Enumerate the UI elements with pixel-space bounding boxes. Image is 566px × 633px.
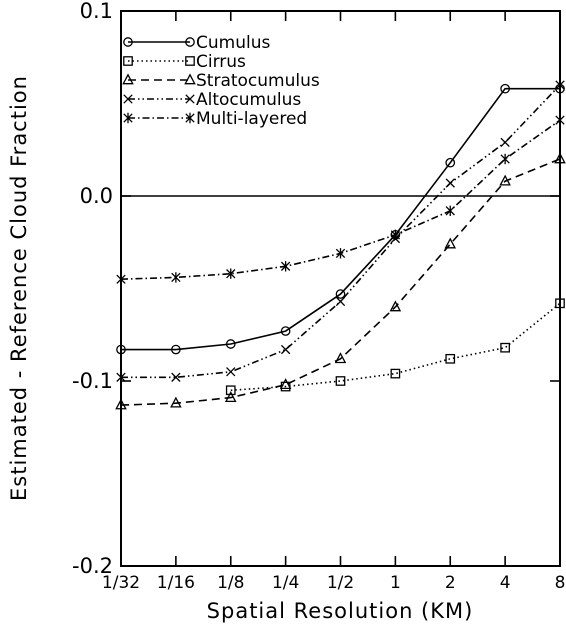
data-point	[171, 372, 181, 382]
legend-label: Cumulus	[196, 33, 270, 53]
series-multi-layered	[116, 114, 565, 285]
y-tick-label: -0.2	[72, 554, 113, 578]
legend-marker	[185, 112, 195, 124]
data-point	[115, 398, 127, 410]
data-point	[335, 296, 346, 307]
legend-item: Cumulus	[123, 33, 270, 53]
y-tick-label: 0.0	[80, 184, 113, 208]
x-tick-label: 1/32	[102, 573, 140, 593]
data-point	[445, 353, 456, 364]
series-stratocumulus	[115, 152, 566, 410]
series-group	[115, 80, 566, 410]
legend-marker	[123, 112, 133, 124]
data-point	[334, 352, 347, 364]
legend-marker	[123, 56, 133, 66]
legend-marker	[123, 94, 133, 104]
data-point	[226, 367, 236, 377]
x-tick-label: 2	[445, 573, 456, 593]
data-point	[280, 326, 291, 336]
data-point	[279, 378, 292, 390]
data-point	[444, 237, 457, 249]
y-tick-label: -0.1	[72, 369, 113, 393]
y-axis-label: Estimated - Reference Cloud Fraction	[7, 75, 31, 501]
data-point	[225, 385, 236, 396]
data-point	[555, 298, 565, 309]
legend: CumulusCirrusStratocumulusAltocumulusMul…	[122, 33, 320, 129]
plot-frame	[120, 10, 561, 567]
data-point	[171, 272, 181, 283]
legend-item: Stratocumulus	[122, 71, 320, 91]
legend-label: Multi-layered	[196, 109, 307, 129]
x-tick-label: 4	[500, 573, 511, 593]
y-tick-label: 0.1	[80, 0, 113, 23]
data-point	[555, 80, 565, 90]
data-point	[445, 178, 455, 188]
series-cirrus	[225, 298, 565, 396]
series-line	[120, 158, 561, 406]
x-tick-label: 1	[390, 573, 401, 593]
data-point	[335, 248, 346, 259]
x-tick-label: 8	[555, 573, 566, 593]
data-point	[171, 344, 181, 355]
legend-marker	[122, 73, 134, 85]
data-point	[390, 229, 401, 241]
x-tick-label: 1/8	[217, 573, 244, 593]
x-tick-label: 1/4	[272, 573, 299, 593]
legend-item: Multi-layered	[123, 109, 307, 129]
data-point	[555, 114, 565, 126]
data-point	[500, 342, 510, 353]
data-point	[116, 274, 126, 285]
x-axis-label: Spatial Resolution (KM)	[207, 599, 474, 623]
x-tick-label: 1/2	[327, 573, 354, 593]
data-point	[390, 368, 401, 379]
data-point	[280, 261, 291, 272]
legend-item: Altocumulus	[123, 90, 301, 110]
legend-label: Stratocumulus	[196, 71, 320, 91]
legend-marker	[184, 73, 196, 85]
data-point	[554, 152, 566, 164]
series-line	[230, 302, 561, 392]
data-point	[116, 344, 126, 355]
legend-label: Altocumulus	[196, 90, 301, 110]
legend-marker	[123, 37, 133, 47]
series-altocumulus	[116, 80, 565, 382]
data-point	[280, 344, 291, 355]
x-axis: 1/32 1/16 1/8 1/4 1/2 1 2 4 8	[102, 11, 566, 593]
legend-marker	[185, 37, 195, 47]
data-point	[335, 376, 346, 386]
legend-marker	[185, 56, 195, 66]
series-cumulus	[116, 83, 565, 355]
data-point	[170, 396, 182, 408]
data-point	[389, 300, 402, 312]
data-point	[445, 157, 456, 168]
series-line	[121, 84, 561, 379]
data-point	[500, 137, 510, 148]
legend-label: Cirrus	[196, 52, 246, 72]
legend-marker	[185, 94, 195, 104]
data-point	[335, 289, 346, 299]
series-line	[121, 87, 560, 351]
y-axis: 0.1 0.0 -0.1 -0.2	[72, 0, 560, 578]
data-point	[116, 372, 126, 382]
data-point	[445, 205, 455, 216]
data-point	[499, 174, 511, 186]
data-point	[500, 83, 510, 94]
data-point	[500, 153, 510, 165]
legend-item: Cirrus	[123, 52, 246, 72]
data-point	[224, 391, 237, 403]
data-point	[226, 268, 236, 279]
x-tick-label: 1/16	[157, 573, 195, 593]
data-point	[225, 339, 236, 349]
